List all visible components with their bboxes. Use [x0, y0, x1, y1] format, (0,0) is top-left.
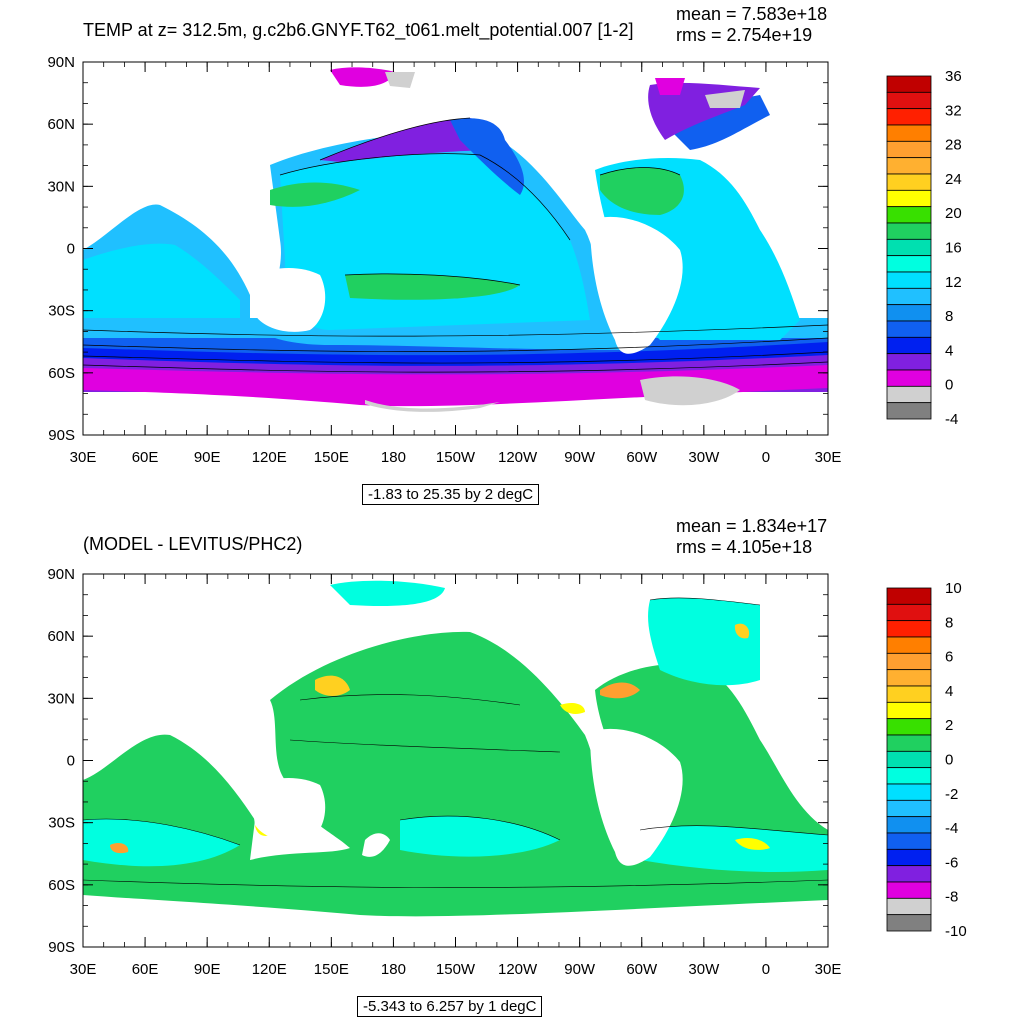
colorbar-label: 20	[945, 205, 962, 222]
lat-label: 90S	[48, 427, 75, 444]
colorbar-swatch	[886, 336, 932, 355]
colorbar-swatch	[886, 108, 932, 126]
colorbar-swatch	[886, 140, 932, 159]
colorbar-swatch	[886, 402, 932, 420]
lat-label: 90N	[47, 54, 75, 71]
colorbar-swatch	[886, 173, 932, 191]
colorbar-label: 4	[945, 342, 953, 359]
lon-label: 150W	[436, 449, 476, 466]
panel2-rms: rms = 4.105e+18	[676, 537, 813, 557]
panel1-mean: mean = 7.583e+18	[676, 4, 828, 24]
panel2-title: (MODEL - LEVITUS/PHC2)	[83, 534, 303, 554]
colorbar-swatch	[886, 222, 932, 240]
colorbar-swatch	[886, 320, 932, 338]
colorbar-swatch	[886, 287, 932, 306]
colorbar-swatch	[886, 304, 932, 322]
panel1-range-box: -1.83 to 25.35 by 2 degC	[362, 484, 540, 505]
colorbar-swatch	[886, 385, 932, 404]
colorbar-label: 32	[945, 102, 962, 119]
colorbar-label: -4	[945, 411, 958, 428]
colorbar-swatch	[886, 255, 932, 273]
colorbar-label: 0	[945, 377, 953, 394]
colorbar-swatch	[886, 157, 932, 175]
panel1-rms: rms = 2.754e+19	[676, 25, 813, 45]
lat-label: 0	[67, 241, 75, 258]
lat-label: 30S	[48, 303, 75, 320]
colorbar-swatch	[886, 189, 932, 208]
lat-label: 60N	[47, 116, 75, 133]
lon-label: 120E	[252, 449, 287, 466]
lon-label: 180	[381, 449, 406, 466]
panel1-colorbar: 36 32 28 24 20 16 12 8 4 0 -4	[886, 68, 962, 428]
colorbar-swatch	[886, 91, 932, 110]
lon-label: 30E	[815, 449, 842, 466]
panel1-ticks: 90N 60N 30N 0 30S 60S 90S 30E 60E 90E 120E 150E 180 1…	[47, 54, 841, 466]
lon-label: 60W	[626, 449, 658, 466]
lon-label: 60E	[132, 449, 159, 466]
colorbar-label: 16	[945, 240, 962, 257]
colorbar-swatch	[886, 369, 932, 387]
colorbar-swatch	[886, 206, 932, 224]
panel2-mean: mean = 1.834e+17	[676, 516, 828, 536]
lon-label: 30E	[70, 449, 97, 466]
lon-label: 0	[762, 449, 770, 466]
panel2-range-box: -5.343 to 6.257 by 1 degC	[357, 996, 543, 1017]
colorbar-swatch	[886, 353, 932, 371]
lon-label: 90E	[194, 449, 221, 466]
lat-label: 60S	[48, 365, 75, 382]
colorbar-label: 28	[945, 137, 962, 154]
lon-label: 150E	[314, 449, 349, 466]
colorbar-label: 24	[945, 171, 962, 188]
colorbar-label: 36	[945, 68, 962, 85]
colorbar-swatch	[886, 271, 932, 289]
colorbar-label: 12	[945, 274, 962, 291]
panel1-title: TEMP at z= 312.5m, g.c2b6.GNYF.T62_t061.…	[83, 20, 634, 40]
colorbar-label: 8	[945, 308, 953, 325]
lon-label: 30W	[688, 449, 720, 466]
colorbar-swatch	[886, 238, 932, 257]
lat-label: 30N	[47, 178, 75, 195]
lon-label: 120W	[498, 449, 538, 466]
colorbar-swatch	[886, 75, 932, 93]
colorbar-swatch	[886, 124, 932, 142]
lon-label: 90W	[564, 449, 596, 466]
